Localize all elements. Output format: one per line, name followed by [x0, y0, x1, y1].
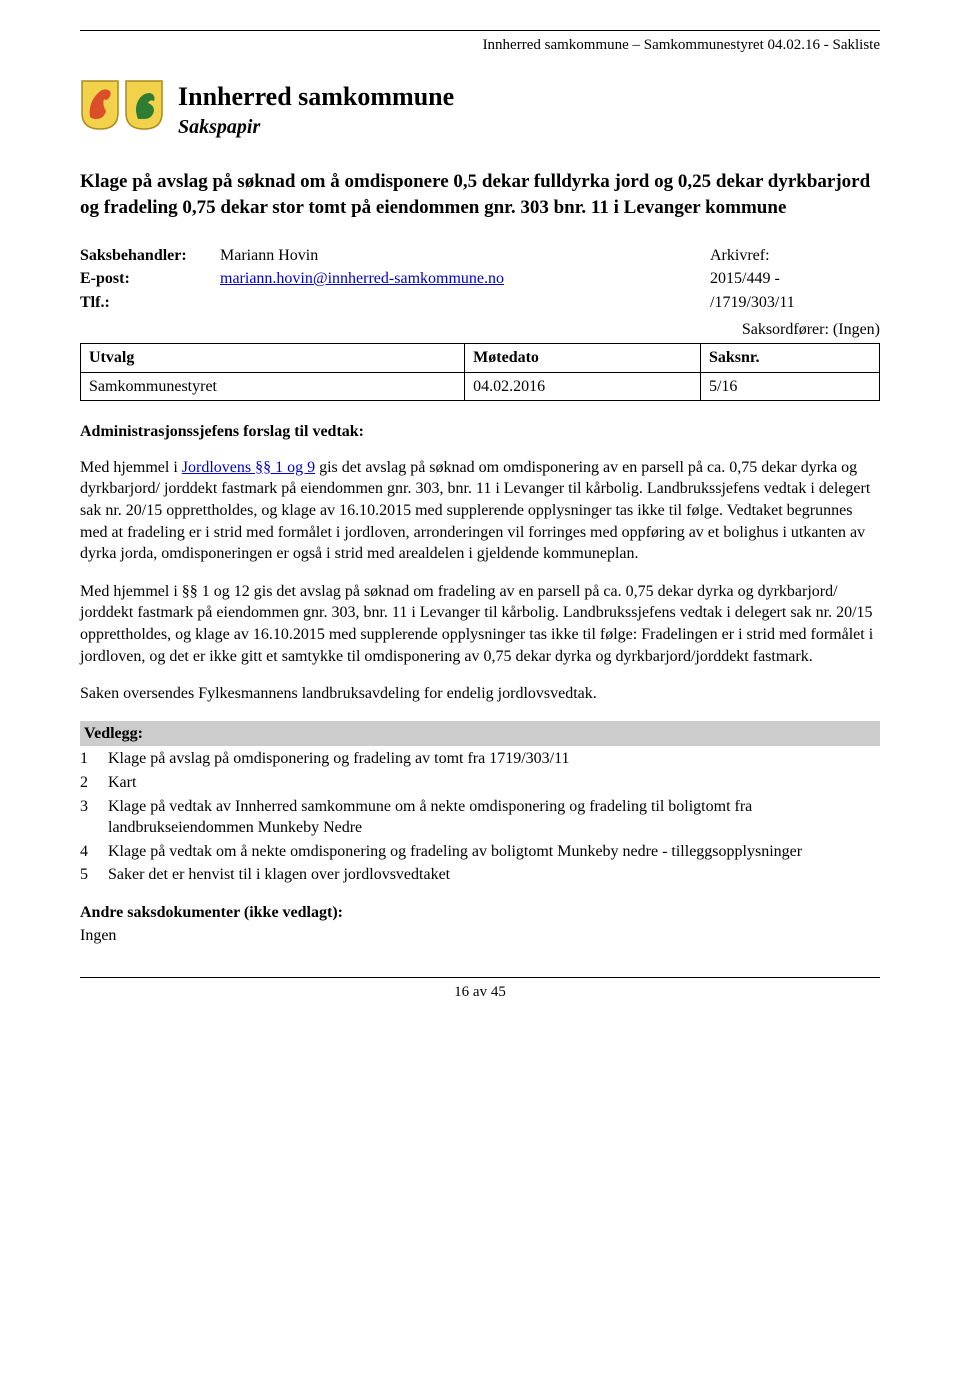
list-item: 4Klage på vedtak om å nekte omdisponerin… [80, 841, 880, 863]
list-text: Kart [108, 772, 880, 794]
list-text: Klage på avslag på omdisponering og frad… [108, 748, 880, 770]
meta-label: Tlf.: [80, 292, 220, 314]
andre-value: Ingen [80, 925, 880, 947]
list-num: 2 [80, 772, 108, 794]
meta-label: Saksbehandler: [80, 245, 220, 267]
td-saksnr: 5/16 [700, 372, 879, 401]
arkivref-label: Arkivref: [710, 245, 880, 267]
saksordforer: Saksordfører: (Ingen) [80, 319, 880, 341]
running-header: Innherred samkommune – Samkommunestyret … [80, 35, 880, 55]
td-motedato: 04.02.2016 [465, 372, 701, 401]
utvalg-table: Utvalg Møtedato Saksnr. Samkommunestyret… [80, 343, 880, 401]
paragraph-2: Med hjemmel i §§ 1 og 12 gis det avslag … [80, 581, 880, 667]
meta-value: Mariann Hovin [220, 245, 710, 267]
crest-pair [80, 79, 164, 131]
crest-right-icon [124, 79, 164, 131]
andre-heading: Andre saksdokumenter (ikke vedlagt): [80, 902, 880, 924]
doc-type: Sakspapir [178, 114, 454, 141]
list-text: Klage på vedtak av Innherred samkommune … [108, 796, 880, 839]
email-link[interactable]: mariann.hovin@innherred-samkommune.no [220, 270, 504, 287]
list-item: 3Klage på vedtak av Innherred samkommune… [80, 796, 880, 839]
meta-label: E-post: [80, 268, 220, 290]
list-num: 5 [80, 864, 108, 886]
title-block: Innherred samkommune Sakspapir [80, 79, 880, 141]
meta-value [220, 292, 710, 314]
jordloven-link[interactable]: Jordlovens §§ 1 og 9 [182, 459, 315, 476]
meta-value: mariann.hovin@innherred-samkommune.no [220, 268, 710, 290]
vedlegg-heading: Vedlegg: [80, 721, 880, 747]
meta-row-epost: E-post: mariann.hovin@innherred-samkommu… [80, 268, 880, 290]
forslag-heading: Administrasjonssjefens forslag til vedta… [80, 421, 880, 443]
arkivref-value: /1719/303/11 [710, 292, 880, 314]
meta-row-saksbehandler: Saksbehandler: Mariann Hovin Arkivref: [80, 245, 880, 267]
paragraph-3: Saken oversendes Fylkesmannens landbruks… [80, 683, 880, 705]
footer-rule [80, 977, 880, 978]
th-utvalg: Utvalg [81, 344, 465, 373]
list-text: Saker det er henvist til i klagen over j… [108, 864, 880, 886]
list-text: Klage på vedtak om å nekte omdisponering… [108, 841, 880, 863]
table-header-row: Utvalg Møtedato Saksnr. [81, 344, 880, 373]
meta-row-tlf: Tlf.: /1719/303/11 [80, 292, 880, 314]
crest-left-icon [80, 79, 120, 131]
org-title: Innherred samkommune [178, 79, 454, 114]
list-num: 4 [80, 841, 108, 863]
case-title: Klage på avslag på søknad om å omdispone… [80, 169, 880, 220]
th-saksnr: Saksnr. [700, 344, 879, 373]
list-item: 5Saker det er henvist til i klagen over … [80, 864, 880, 886]
list-num: 1 [80, 748, 108, 770]
meta-block: Saksbehandler: Mariann Hovin Arkivref: E… [80, 245, 880, 314]
page-number: 16 av 45 [80, 982, 880, 1002]
para1-pre: Med hjemmel i [80, 459, 182, 476]
vedlegg-list: 1Klage på avslag på omdisponering og fra… [80, 748, 880, 886]
paragraph-1: Med hjemmel i Jordlovens §§ 1 og 9 gis d… [80, 457, 880, 565]
th-motedato: Møtedato [465, 344, 701, 373]
arkivref-value: 2015/449 - [710, 268, 880, 290]
document-page: Innherred samkommune – Samkommunestyret … [0, 0, 960, 1032]
table-row: Samkommunestyret 04.02.2016 5/16 [81, 372, 880, 401]
list-item: 1Klage på avslag på omdisponering og fra… [80, 748, 880, 770]
header-rule [80, 30, 880, 31]
list-num: 3 [80, 796, 108, 839]
list-item: 2Kart [80, 772, 880, 794]
td-utvalg: Samkommunestyret [81, 372, 465, 401]
title-text: Innherred samkommune Sakspapir [178, 79, 454, 141]
